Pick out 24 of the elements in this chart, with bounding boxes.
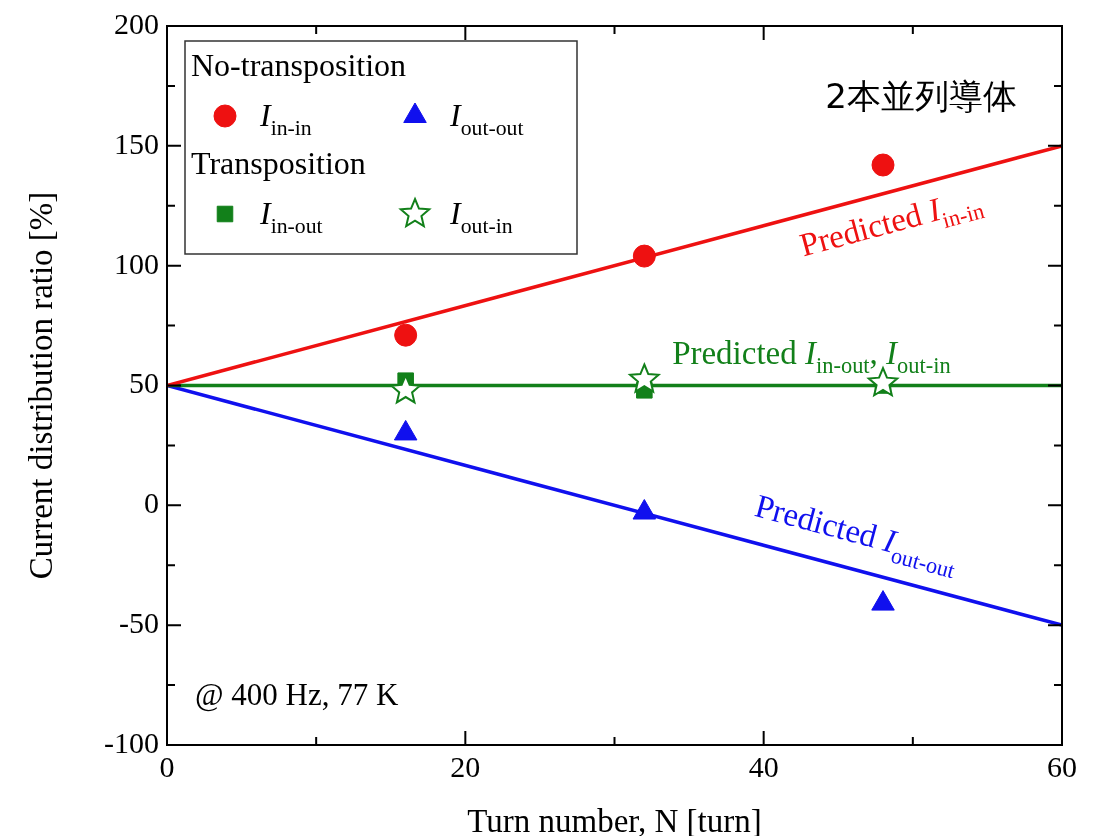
y-tick-label: -100 [104,725,159,759]
y-tick-label: -50 [119,606,159,640]
point [871,153,895,177]
x-tick-label: 20 [450,749,481,783]
annotation: @ 400 Hz, 77 K [195,677,399,712]
x-tick-label: 60 [1047,749,1077,783]
point [393,419,418,441]
y-tick-label: 50 [129,366,159,400]
y-tick-label: 100 [114,246,159,280]
point [629,363,660,393]
y-tick-label: 200 [114,6,159,40]
annotation: 2本並列導体 [825,76,1017,116]
point [632,499,657,520]
point [632,244,656,268]
point [871,590,895,611]
point [394,323,418,347]
text: Predicted Iout-out [751,487,959,584]
x-tick-label: 40 [748,749,779,783]
y-tick-label: 150 [114,126,159,160]
annotation: Transposition [191,145,366,181]
y-tick-label: 0 [144,486,159,520]
y-axis-title: Current distribution ratio [%] [23,191,59,580]
text: Predicted Iin-in [795,190,987,264]
annotation: No-transposition [191,47,407,83]
